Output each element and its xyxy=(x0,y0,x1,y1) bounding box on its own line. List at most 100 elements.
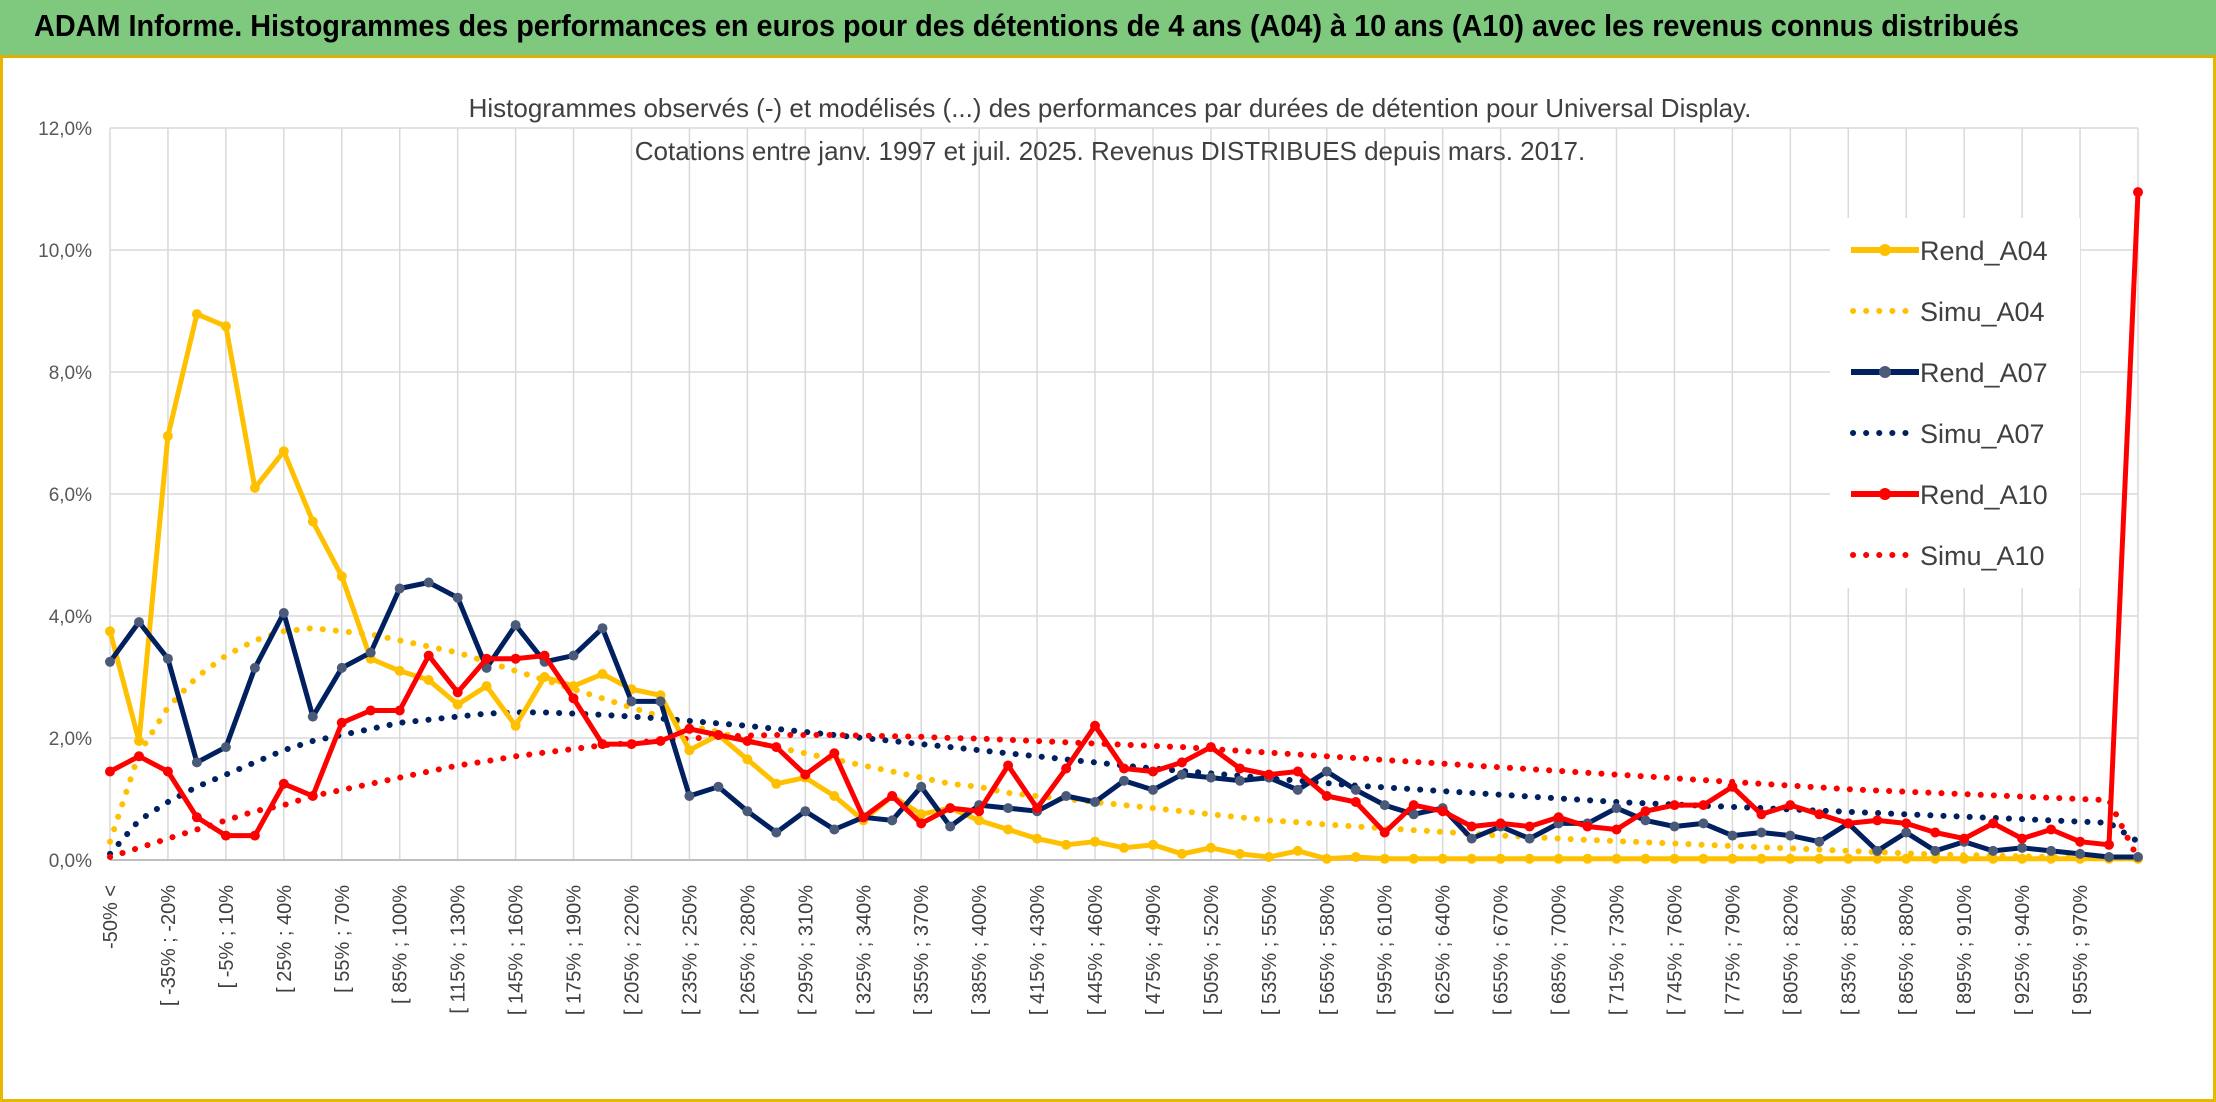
data-point xyxy=(1061,791,1072,801)
legend-item: Simu_A07 xyxy=(1850,419,2045,449)
x-tick-label: [ 145% ; 160% xyxy=(506,885,528,1015)
data-point xyxy=(829,791,840,801)
x-tick-label: [ 475% ; 490% xyxy=(1143,885,1165,1015)
data-point xyxy=(278,778,289,789)
legend-item: Rend_A10 xyxy=(1851,480,2048,510)
x-tick-label: [ 325% ; 340% xyxy=(853,885,875,1015)
data-point xyxy=(1640,815,1651,826)
data-point xyxy=(134,751,144,762)
data-point xyxy=(597,669,608,679)
data-point xyxy=(1785,830,1796,841)
x-tick-label: [ 235% ; 250% xyxy=(679,885,701,1015)
data-point xyxy=(162,653,173,664)
data-point xyxy=(1785,800,1796,811)
x-tick-label: [ 865% ; 880% xyxy=(1896,885,1918,1015)
data-point xyxy=(916,809,927,820)
data-point xyxy=(771,827,782,838)
data-point xyxy=(134,736,144,746)
data-point xyxy=(1148,766,1158,777)
data-point xyxy=(1698,818,1709,829)
legend-label: Simu_A10 xyxy=(1920,541,2045,571)
data-point xyxy=(1379,800,1390,811)
data-point xyxy=(771,742,782,753)
data-point xyxy=(1640,806,1651,817)
data-point xyxy=(1959,853,1970,864)
y-tick-label: 0,0% xyxy=(49,851,92,872)
data-point xyxy=(278,446,289,457)
legend-label: Simu_A07 xyxy=(1920,419,2045,449)
data-point xyxy=(336,571,347,582)
data-point xyxy=(220,742,231,753)
data-point xyxy=(1698,853,1709,864)
y-tick-label: 4,0% xyxy=(49,607,92,628)
x-tick-label: [ 715% ; 730% xyxy=(1607,885,1629,1015)
x-tick-label: [ 625% ; 640% xyxy=(1433,885,1455,1015)
data-point xyxy=(162,431,173,441)
x-tick-label: [ 55% ; 70% xyxy=(332,885,354,993)
data-point xyxy=(1582,853,1593,864)
x-tick-label: [ 25% ; 40% xyxy=(274,885,296,993)
data-point xyxy=(829,824,840,835)
data-point xyxy=(481,681,492,692)
data-point xyxy=(105,766,115,777)
data-point xyxy=(1611,803,1622,814)
data-point xyxy=(336,662,347,673)
data-point xyxy=(191,812,202,823)
data-point xyxy=(1148,839,1158,850)
data-point xyxy=(249,482,260,493)
data-point xyxy=(452,687,463,698)
data-point xyxy=(1756,853,1767,864)
x-tick-label: [ 385% ; 400% xyxy=(969,885,991,1015)
data-point xyxy=(1698,800,1709,811)
data-point xyxy=(1090,720,1100,731)
data-point xyxy=(2133,852,2143,862)
series-Simu_A10 xyxy=(107,732,2141,862)
data-point xyxy=(1148,784,1158,795)
data-point xyxy=(1611,824,1622,835)
data-point xyxy=(1466,853,1477,864)
data-point xyxy=(1872,845,1883,856)
x-tick-label: [ 355% ; 370% xyxy=(911,885,933,1015)
data-point xyxy=(1379,853,1390,864)
data-point xyxy=(1437,853,1448,864)
data-point xyxy=(105,626,115,637)
y-tick-label: 10,0% xyxy=(38,241,92,262)
data-point xyxy=(365,705,376,716)
data-point xyxy=(1727,853,1738,864)
x-tick-label: [ 835% ; 850% xyxy=(1838,885,1860,1015)
legend-label: Rend_A07 xyxy=(1920,358,2048,388)
data-point xyxy=(307,711,318,722)
chart-title-line-2: Cotations entre janv. 1997 et juil. 2025… xyxy=(635,136,1585,166)
data-point xyxy=(452,592,463,603)
data-point xyxy=(916,781,927,792)
x-tick-label: [ 445% ; 460% xyxy=(1085,885,1107,1015)
data-point xyxy=(249,830,260,841)
data-point xyxy=(742,736,753,746)
data-point xyxy=(2104,852,2114,862)
y-tick-label: 2,0% xyxy=(49,729,92,750)
data-point xyxy=(1061,763,1072,774)
data-point xyxy=(1090,836,1100,847)
legend-label: Rend_A10 xyxy=(1920,480,2048,510)
data-point xyxy=(307,516,318,527)
chart-title: Histogrammes observés (-) et modélisés (… xyxy=(469,93,1752,166)
data-point xyxy=(945,821,956,832)
data-point xyxy=(423,577,434,588)
banner-title: ADAM Informe. Histogrammes des performan… xyxy=(34,8,2020,43)
legend: Rend_A04 Simu_A04 Rend_A07 Simu_A07 Rend_A10… xyxy=(1830,218,2080,588)
data-point xyxy=(684,791,695,801)
legend-item: Simu_A10 xyxy=(1850,541,2045,571)
data-point xyxy=(1495,853,1506,864)
data-point xyxy=(626,696,637,707)
data-point xyxy=(2104,839,2114,850)
data-point xyxy=(1119,775,1129,786)
data-point xyxy=(191,309,202,320)
data-point xyxy=(1669,800,1680,811)
data-point xyxy=(829,748,840,759)
data-point xyxy=(742,806,753,817)
x-tick-label: [ 415% ; 430% xyxy=(1027,885,1049,1015)
data-point xyxy=(1292,845,1303,856)
x-tick-label: [ 775% ; 790% xyxy=(1722,885,1744,1015)
data-point xyxy=(539,650,550,661)
